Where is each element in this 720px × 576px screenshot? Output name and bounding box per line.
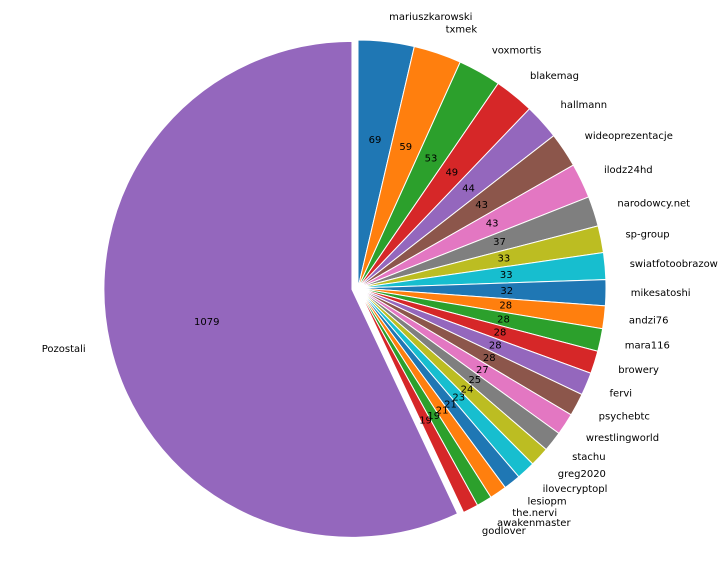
- value-label-psychebtc: 28: [483, 353, 496, 364]
- value-label-blakemag: 49: [445, 167, 458, 178]
- value-label-awakenmaster: 19: [427, 411, 440, 422]
- category-label-fervi: fervi: [610, 389, 632, 400]
- pie-category-labels: mariuszkarowski txmek voxmortis blakemag hal…: [42, 12, 718, 537]
- pie-slice-godlover: [357, 287, 479, 514]
- category-label-hallmann: hallmann: [560, 100, 607, 111]
- category-label-stachu: stachu: [572, 452, 605, 463]
- category-label-blakemag: blakemag: [530, 71, 579, 82]
- category-label-mikesatoshi: mikesatoshi: [631, 288, 691, 299]
- category-label-lesiopm: lesiopm: [528, 497, 567, 508]
- category-label-wideoprezentacje: wideoprezentacje: [585, 131, 673, 142]
- category-label-ilovecryptopl: ilovecryptopl: [543, 484, 608, 495]
- value-label-mariuszkarowski: 69: [369, 135, 382, 146]
- value-label-txmek: 59: [399, 142, 412, 153]
- value-label-andzi76: 28: [499, 301, 512, 312]
- value-label-wrestlingworld: 27: [476, 365, 489, 376]
- pie-slice-pozostali: [103, 40, 459, 538]
- value-label-narodowcy-net: 37: [493, 237, 506, 248]
- value-label-the-nervi: 21: [436, 406, 449, 417]
- value-label-wideoprezentacje: 43: [475, 200, 488, 211]
- category-label-wrestlingworld: wrestlingworld: [586, 433, 659, 444]
- category-label-the-nervi: the.nervi: [512, 508, 557, 519]
- category-label-pozostali: Pozostali: [42, 344, 86, 355]
- category-label-awakenmaster: awakenmaster: [497, 518, 572, 529]
- value-label-sp-group: 33: [498, 254, 511, 265]
- value-label-greg2020: 24: [461, 384, 474, 395]
- category-label-browery: browery: [618, 365, 659, 376]
- value-label-pozostali: 1079: [194, 317, 219, 328]
- category-label-txmek: txmek: [446, 25, 478, 36]
- value-label-mikesatoshi: 32: [500, 286, 513, 297]
- value-label-stachu: 25: [468, 375, 481, 386]
- value-label-ilovecryptopl: 23: [452, 393, 465, 404]
- category-label-psychebtc: psychebtc: [599, 411, 650, 422]
- value-label-voxmortis: 53: [425, 153, 438, 164]
- category-label-andzi76: andzi76: [629, 315, 669, 326]
- value-label-fervi: 28: [489, 341, 502, 352]
- value-label-godlover: 19: [419, 416, 432, 427]
- category-label-swiatfotoobrazow: swiatfotoobrazow: [630, 259, 718, 270]
- category-label-ilodz24hd: ilodz24hd: [604, 165, 653, 176]
- value-label-ilodz24hd: 43: [486, 219, 499, 230]
- category-label-sp-group: sp-group: [625, 229, 669, 240]
- value-label-mara116: 28: [497, 314, 510, 325]
- category-label-greg2020: greg2020: [558, 469, 606, 480]
- pie-slices: [103, 39, 607, 538]
- category-label-godlover: godlover: [482, 526, 527, 537]
- value-label-hallmann: 44: [462, 183, 475, 194]
- category-label-voxmortis: voxmortis: [492, 45, 542, 56]
- category-label-mariuszkarowski: mariuszkarowski: [389, 12, 472, 23]
- value-label-swiatfotoobrazow: 33: [500, 270, 513, 281]
- category-label-mara116: mara116: [625, 340, 670, 351]
- value-label-lesiopm: 21: [444, 400, 457, 411]
- category-label-narodowcy-net: narodowcy.net: [617, 199, 690, 210]
- value-label-browery: 28: [494, 328, 507, 339]
- pie-value-labels: 6959534944434337333332282828282827252423…: [194, 135, 513, 426]
